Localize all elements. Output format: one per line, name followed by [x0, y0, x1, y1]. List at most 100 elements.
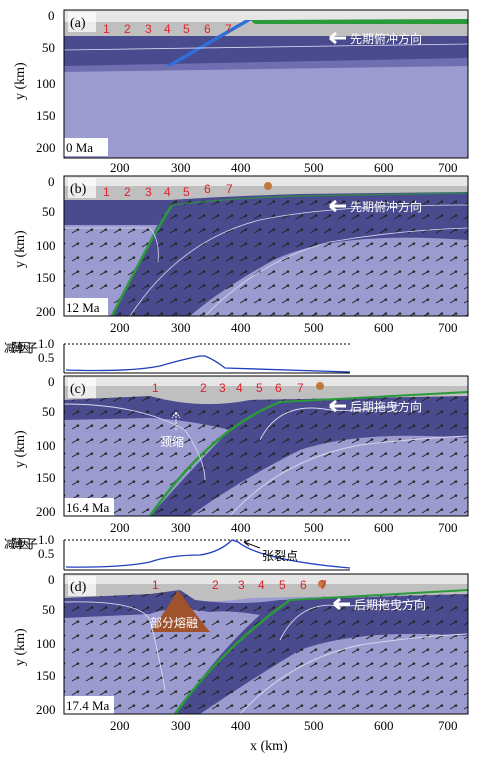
unit-number: 4	[236, 381, 243, 395]
unit-number: 3	[219, 381, 226, 395]
thinning-line	[65, 355, 351, 373]
unit-number: 4	[164, 22, 171, 36]
y-tick: 100	[36, 76, 56, 91]
x-tick: 200	[110, 160, 130, 175]
unit-number: 7	[225, 22, 232, 36]
x-tick: 700	[438, 160, 458, 175]
unit-number: 7	[297, 381, 304, 395]
panel-label: (c)	[70, 382, 86, 397]
arrow-text: 后期拖曳方向	[350, 399, 422, 414]
arrow-text: 先期俯冲方向	[350, 199, 422, 214]
partial-melt-region	[150, 590, 210, 632]
y-axis-label: y (km)	[13, 230, 28, 268]
y-tick: 150	[36, 270, 56, 285]
y-tick: 50	[42, 404, 55, 419]
unit-number: 3	[145, 185, 152, 199]
unit-number: 6	[300, 578, 307, 592]
x-ticks-d: 200 300 400 500 600 700	[110, 718, 458, 733]
unit-number: 7	[320, 578, 327, 592]
x-tick: 600	[374, 320, 394, 335]
y-tick: 200	[36, 140, 56, 155]
direction-arrow-icon	[329, 199, 346, 213]
x-tick: 200	[110, 520, 130, 535]
arrow-text: 后期拖曳方向	[354, 597, 426, 612]
unit-number: 5	[183, 22, 190, 36]
unit-number: 1	[152, 381, 159, 395]
y-tick: 0	[48, 374, 55, 389]
y-axis-label: y (km)	[13, 62, 28, 100]
thinning-axis-label: 减薄因子	[4, 536, 38, 551]
thinning-plot-c: 1.0 0.5 减薄因子	[4, 336, 351, 374]
y-tick: 50	[42, 602, 55, 617]
x-tick: 400	[231, 160, 251, 175]
panel-d: 1 2 3 4 5 6 7 (d) 部分熔融 17.4 Ma 后期拖曳方向	[63, 573, 469, 715]
unit-number: 4	[164, 185, 171, 199]
unit-number: 5	[183, 185, 190, 199]
necking-annotation: 颈缩	[160, 434, 184, 449]
y-tick: 200	[36, 304, 56, 319]
x-tick: 300	[171, 160, 191, 175]
y-axis-label: y (km)	[13, 628, 28, 666]
x-tick: 200	[110, 718, 130, 733]
y-tick: 200	[36, 504, 56, 519]
melt-annotation: 部分熔融	[150, 615, 198, 630]
thinning-tick: 1.0	[38, 336, 54, 351]
panel-label: (b)	[70, 182, 87, 197]
panel-a-numbers: 1 2 3 4 5 6 7	[103, 22, 232, 36]
unit-number: 5	[256, 381, 263, 395]
unit-number: 1	[152, 578, 159, 592]
x-tick: 300	[171, 520, 191, 535]
thinning-tick: 0.5	[38, 546, 54, 561]
y-ticks-b: 0 50 100 150 200	[36, 174, 56, 319]
x-tick: 400	[231, 520, 251, 535]
y-ticks-a: 0 50 100 150 200	[36, 8, 56, 155]
y-tick: 150	[36, 470, 56, 485]
y-tick: 100	[36, 438, 56, 453]
direction-arrow-icon	[329, 31, 346, 45]
unit-number: 6	[275, 381, 282, 395]
arrow-text: 先期俯冲方向	[350, 31, 422, 46]
panel-a: 1 2 3 4 5 6 7 (a) 0 Ma 先期俯冲方向	[63, 9, 469, 159]
x-ticks-thinning-c: 200	[110, 376, 130, 391]
x-tick: 500	[304, 320, 324, 335]
time-label: 0 Ma	[66, 140, 93, 155]
direction-arrow-icon	[333, 597, 350, 611]
y-tick: 0	[48, 174, 55, 189]
x-tick: 500	[304, 520, 324, 535]
x-ticks-b: 200 300 400 500 600 700	[110, 320, 458, 335]
unit-number: 5	[279, 578, 286, 592]
x-tick: 700	[438, 320, 458, 335]
x-ticks-c: 200 300 400 500 600 700	[110, 520, 458, 535]
thinning-tick: 1.0	[38, 532, 54, 547]
unit-number: 6	[204, 182, 211, 196]
time-label: 16.4 Ma	[66, 500, 110, 515]
thinning-plot-d: 张裂点 1.0 0.5 减薄因子	[4, 532, 351, 571]
unit-number: 2	[212, 578, 219, 592]
y-tick: 100	[36, 238, 56, 253]
x-tick: 300	[171, 320, 191, 335]
unit-number: 2	[124, 22, 131, 36]
y-tick: 100	[36, 636, 56, 651]
x-axis-label: x (km)	[250, 739, 288, 754]
panel-label: (d)	[70, 580, 87, 595]
x-tick: 500	[304, 718, 324, 733]
direction-arrow-icon	[329, 399, 346, 413]
x-ticks-a: 200 300 400 500 600 700	[110, 160, 458, 175]
x-tick: 400	[231, 320, 251, 335]
thinning-axis-label: 减薄因子	[4, 340, 38, 355]
y-axis-labels: y (km) y (km) y (km) y (km)	[13, 62, 28, 666]
unit-number: 2	[200, 381, 207, 395]
thinning-line	[65, 539, 351, 569]
panel-c-numbers: 1 2 3 4 5 6 7	[152, 381, 304, 395]
panel-b: 1 2 3 4 5 6 7 (b) 12 Ma 先期俯冲方向	[63, 175, 469, 317]
time-label: 17.4 Ma	[66, 698, 110, 713]
y-tick: 0	[48, 572, 55, 587]
y-tick: 150	[36, 668, 56, 683]
y-tick: 50	[42, 40, 55, 55]
rift-point-arrow-icon	[243, 539, 261, 549]
y-tick: 150	[36, 108, 56, 123]
x-tick: 700	[438, 718, 458, 733]
y-axis-label: y (km)	[13, 430, 28, 468]
x-tick: 700	[438, 520, 458, 535]
